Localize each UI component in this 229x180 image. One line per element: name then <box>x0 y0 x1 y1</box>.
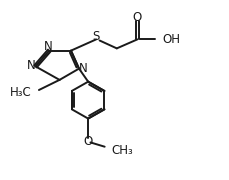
Text: N: N <box>79 62 87 75</box>
Text: CH₃: CH₃ <box>112 144 133 157</box>
Text: N: N <box>44 40 52 53</box>
Text: H₃C: H₃C <box>10 86 32 99</box>
Text: N: N <box>27 59 36 72</box>
Text: OH: OH <box>163 33 181 46</box>
Text: S: S <box>93 30 100 43</box>
Text: O: O <box>84 135 93 148</box>
Text: O: O <box>133 11 142 24</box>
